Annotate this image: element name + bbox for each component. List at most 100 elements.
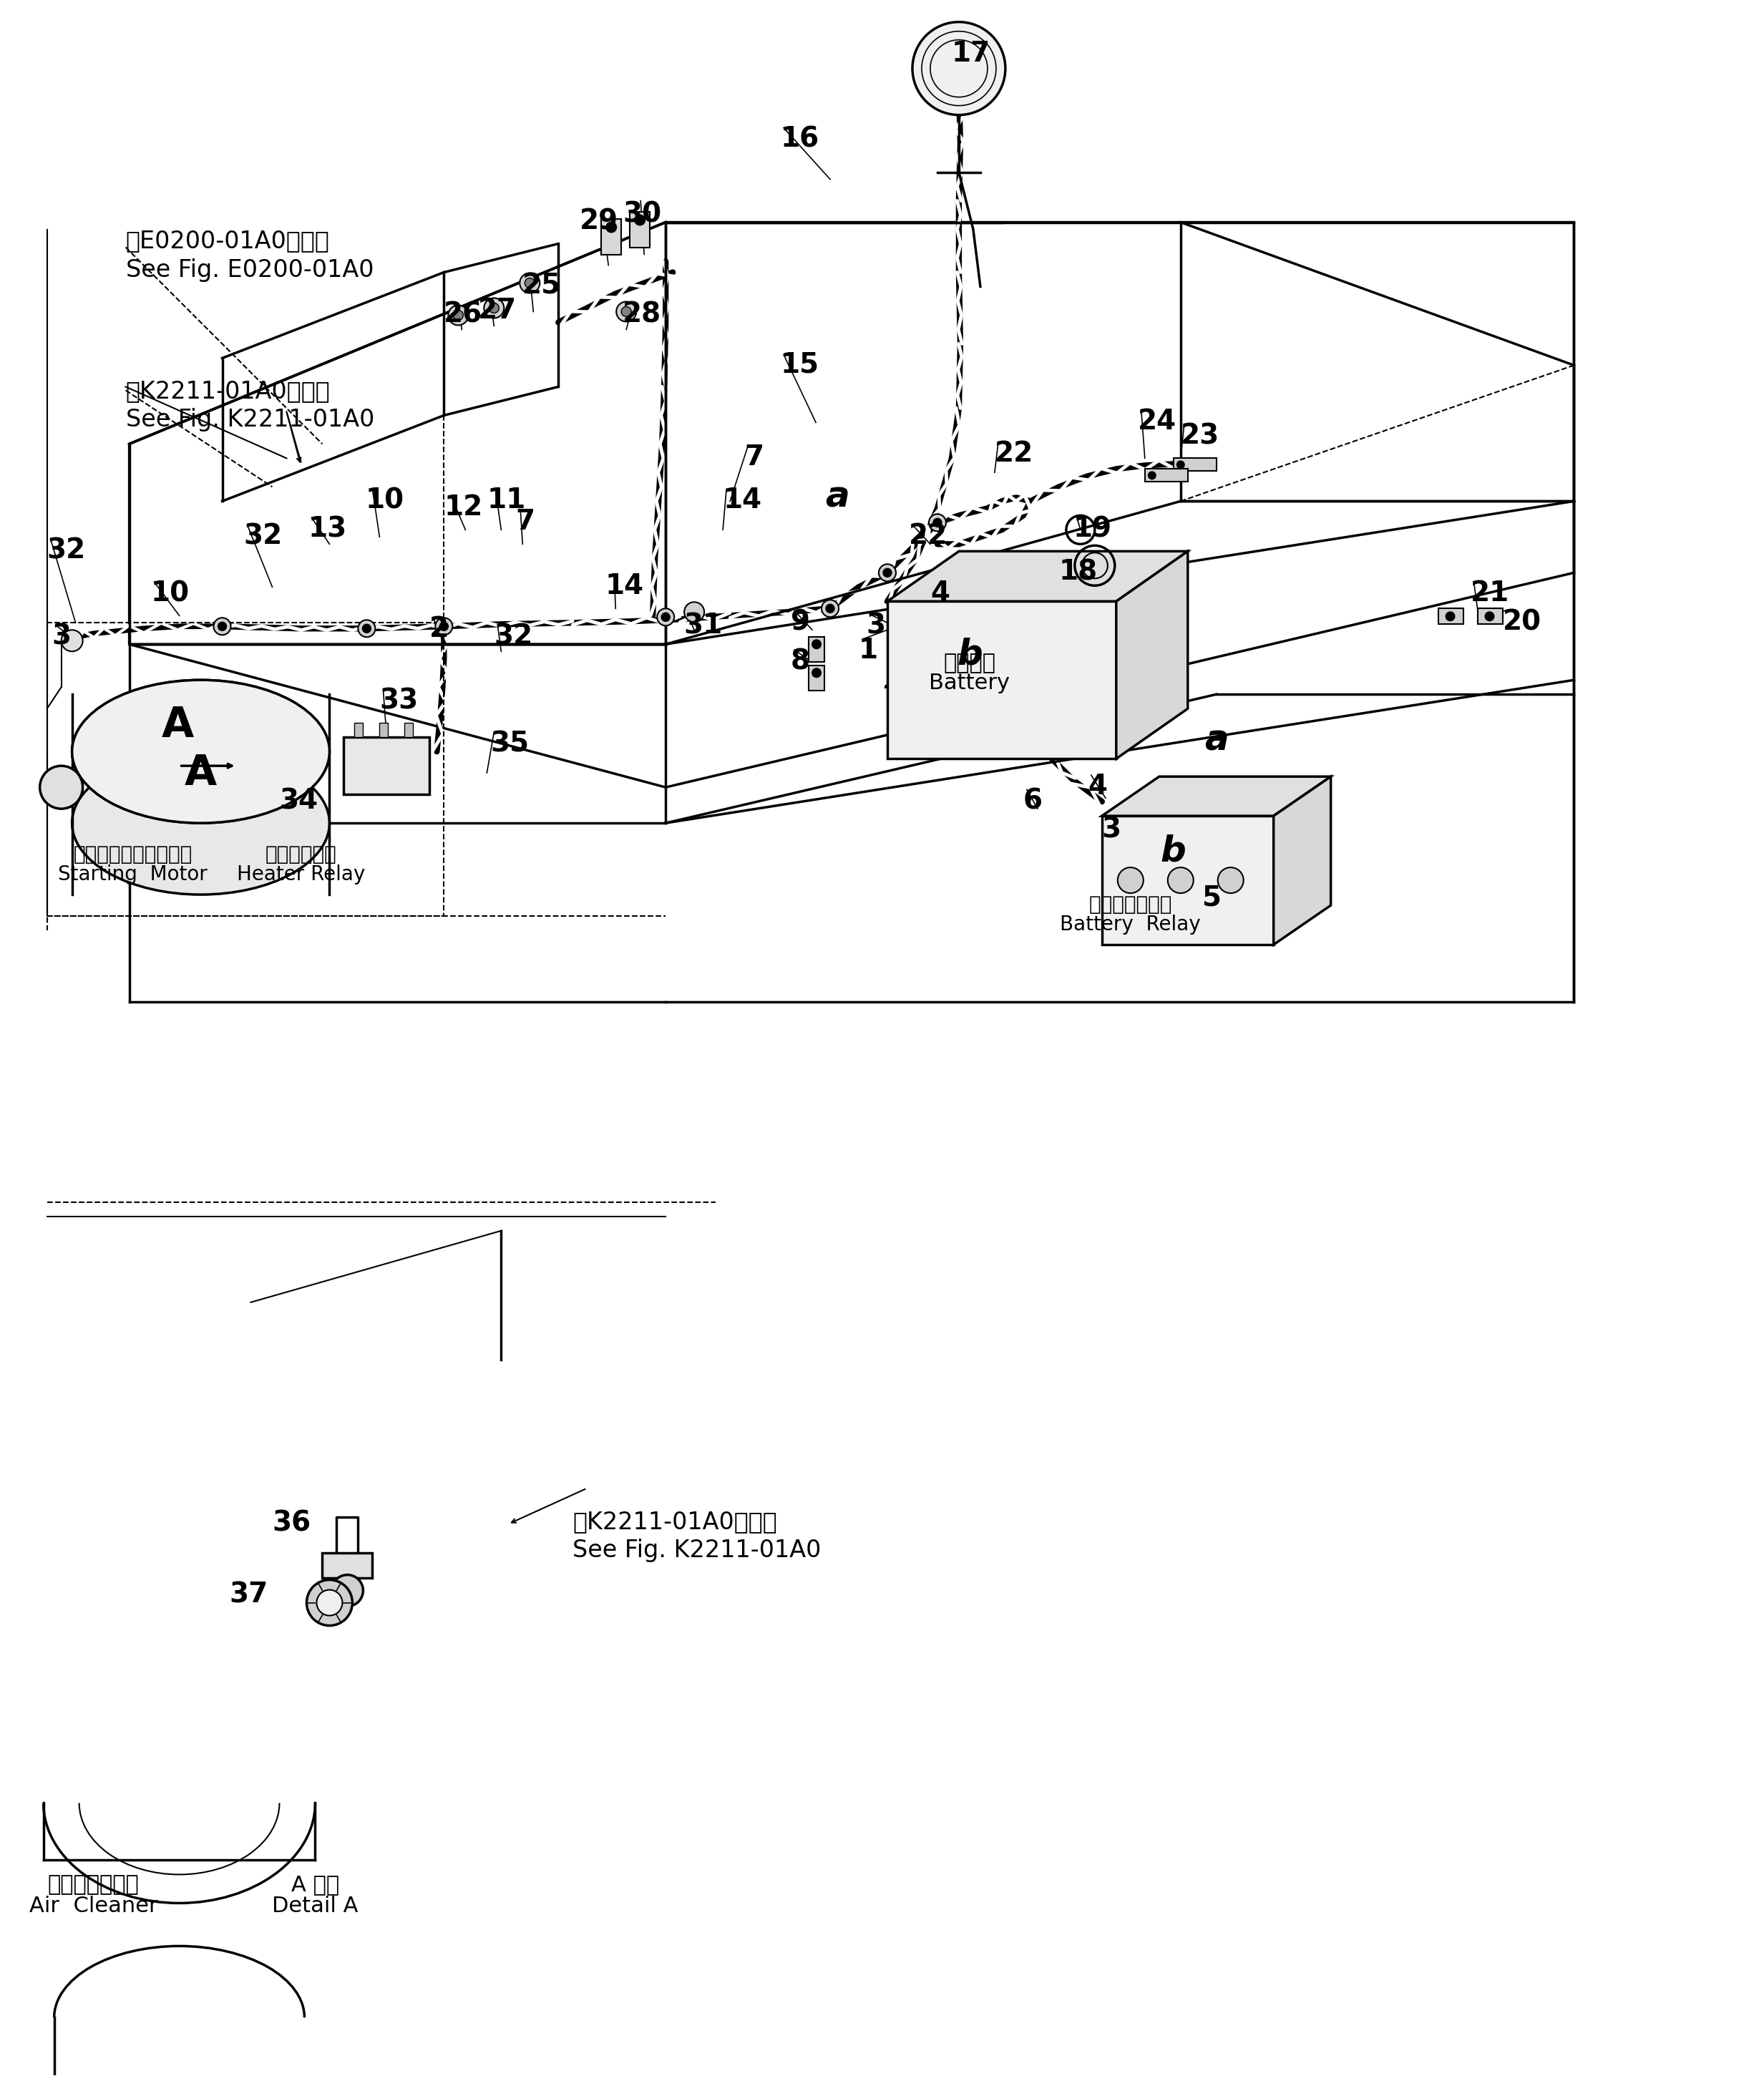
- Circle shape: [524, 278, 534, 289]
- Circle shape: [1148, 471, 1155, 480]
- Text: 11: 11: [487, 488, 526, 515]
- Text: 7: 7: [515, 509, 534, 536]
- Circle shape: [489, 303, 499, 313]
- Circle shape: [811, 668, 822, 679]
- Polygon shape: [1102, 776, 1330, 816]
- Text: 23: 23: [1180, 424, 1219, 450]
- Text: 12: 12: [445, 494, 483, 521]
- Text: 20: 20: [1503, 608, 1542, 635]
- Bar: [808, 666, 824, 691]
- Text: b: b: [956, 637, 983, 671]
- Text: See Fig. K2211-01A0: See Fig. K2211-01A0: [125, 409, 374, 432]
- Text: See Fig. K2211-01A0: See Fig. K2211-01A0: [573, 1538, 822, 1561]
- Circle shape: [822, 600, 838, 617]
- Circle shape: [912, 23, 1005, 114]
- Bar: [404, 722, 413, 737]
- Circle shape: [1217, 868, 1244, 893]
- Circle shape: [605, 222, 617, 233]
- Circle shape: [684, 602, 704, 623]
- Text: 1: 1: [859, 637, 878, 664]
- Text: 32: 32: [243, 523, 282, 550]
- Text: 36: 36: [272, 1509, 310, 1536]
- Circle shape: [213, 619, 231, 635]
- Text: 22: 22: [908, 523, 947, 550]
- Text: 30: 30: [623, 201, 662, 228]
- Text: 4: 4: [1088, 772, 1108, 799]
- Circle shape: [436, 619, 453, 635]
- Circle shape: [520, 274, 540, 293]
- Circle shape: [621, 307, 632, 318]
- Text: 34: 34: [279, 787, 318, 814]
- Text: 22: 22: [995, 440, 1034, 467]
- Text: 10: 10: [150, 579, 189, 606]
- Bar: [1173, 459, 1217, 471]
- Text: 4: 4: [930, 579, 949, 606]
- Circle shape: [656, 608, 674, 625]
- Text: 8: 8: [790, 648, 810, 675]
- Text: 3: 3: [866, 612, 886, 639]
- Polygon shape: [1274, 776, 1330, 945]
- Text: A 詳細: A 詳細: [291, 1875, 339, 1895]
- Text: 32: 32: [48, 538, 86, 565]
- Text: 24: 24: [1138, 409, 1177, 436]
- Text: 5: 5: [1201, 884, 1221, 911]
- Text: 第E0200-01A0図参照: 第E0200-01A0図参照: [125, 228, 330, 253]
- Circle shape: [811, 639, 822, 650]
- Circle shape: [358, 621, 376, 637]
- Text: 6: 6: [1023, 787, 1043, 814]
- Text: 3: 3: [1102, 816, 1122, 843]
- Ellipse shape: [72, 752, 330, 895]
- Bar: [323, 1553, 372, 1578]
- Polygon shape: [1117, 552, 1187, 758]
- Text: Battery  Relay: Battery Relay: [1060, 916, 1201, 934]
- Bar: [630, 212, 649, 247]
- Circle shape: [219, 623, 226, 631]
- Text: Detail A: Detail A: [272, 1895, 358, 1916]
- Text: 第K2211-01A0図参照: 第K2211-01A0図参照: [573, 1509, 778, 1534]
- Text: a: a: [826, 480, 850, 515]
- Circle shape: [616, 301, 637, 322]
- Bar: [887, 602, 1117, 758]
- Text: 29: 29: [580, 208, 619, 235]
- Text: 25: 25: [522, 272, 561, 299]
- Text: 18: 18: [1058, 558, 1097, 585]
- Text: A: A: [185, 754, 217, 793]
- Text: スターティングモータ: スターティングモータ: [74, 845, 192, 864]
- Circle shape: [662, 612, 670, 621]
- Ellipse shape: [72, 681, 330, 822]
- Text: Heater Relay: Heater Relay: [236, 864, 365, 884]
- Text: 14: 14: [723, 488, 762, 515]
- Text: 32: 32: [494, 623, 533, 650]
- Text: バッテリ: バッテリ: [944, 652, 995, 673]
- Text: 28: 28: [623, 301, 662, 328]
- Text: 10: 10: [365, 488, 404, 515]
- Circle shape: [453, 309, 464, 320]
- Ellipse shape: [72, 681, 330, 822]
- Text: 26: 26: [445, 301, 483, 328]
- Text: 7: 7: [744, 444, 764, 471]
- Text: 第K2211-01A0図参照: 第K2211-01A0図参照: [125, 380, 330, 403]
- Bar: [1438, 608, 1462, 625]
- Circle shape: [483, 299, 505, 318]
- Bar: [602, 218, 621, 255]
- Circle shape: [62, 629, 83, 652]
- Text: 2: 2: [430, 617, 450, 644]
- Text: 37: 37: [229, 1582, 268, 1609]
- Circle shape: [826, 604, 834, 612]
- Circle shape: [307, 1580, 353, 1626]
- Text: 27: 27: [478, 297, 517, 324]
- Circle shape: [878, 565, 896, 581]
- Text: 19: 19: [1073, 515, 1111, 542]
- Circle shape: [1118, 868, 1143, 893]
- Text: 33: 33: [379, 687, 418, 714]
- Circle shape: [1168, 868, 1194, 893]
- Bar: [355, 722, 363, 737]
- Circle shape: [316, 1590, 342, 1615]
- Bar: [344, 737, 430, 795]
- Circle shape: [362, 625, 370, 633]
- Circle shape: [930, 515, 946, 531]
- Bar: [1102, 816, 1274, 945]
- Bar: [1145, 469, 1187, 482]
- Text: Battery: Battery: [930, 673, 1011, 693]
- Text: See Fig. E0200-01A0: See Fig. E0200-01A0: [125, 257, 374, 282]
